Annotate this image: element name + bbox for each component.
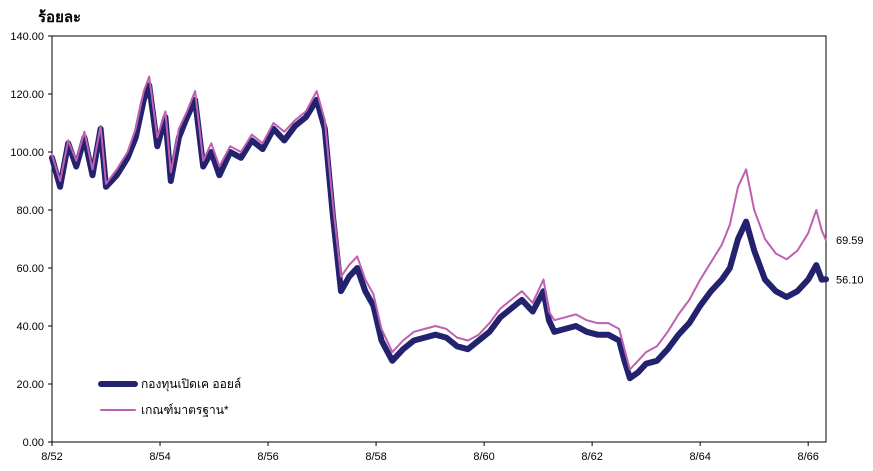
legend: กองทุนเปิดเค ออยล์เกณฑ์มาตรฐาน* — [98, 377, 241, 417]
x-tick-label: 8/54 — [149, 451, 170, 463]
end-labels: 56.10 69.59 — [836, 235, 864, 286]
series-layer — [49, 75, 829, 382]
x-tick-label: 8/60 — [473, 451, 494, 463]
y-tick-label: 100.00 — [10, 147, 44, 159]
series-line-2 — [51, 75, 827, 371]
y-tick-label: 80.00 — [16, 205, 44, 217]
y-tick-label: 60.00 — [16, 263, 44, 275]
legend-label-2: เกณฑ์มาตรฐาน* — [141, 403, 229, 417]
legend-label-1: กองทุนเปิดเค ออยล์ — [141, 377, 241, 392]
x-tick-label: 8/64 — [689, 451, 710, 463]
y-tick-label: 0.00 — [23, 437, 44, 449]
series-line-1 — [49, 82, 829, 382]
x-tick-label: 8/52 — [41, 451, 62, 463]
end-value-label-1: 56.10 — [836, 274, 864, 286]
y-tick-label: 40.00 — [16, 321, 44, 333]
x-tick-label: 8/62 — [581, 451, 602, 463]
y-tick-label: 120.00 — [10, 89, 44, 101]
y-tick-label: 140.00 — [10, 31, 44, 43]
end-value-label-2: 69.59 — [836, 235, 864, 247]
x-tick-label: 8/66 — [797, 451, 818, 463]
x-tick-label: 8/58 — [365, 451, 386, 463]
axes: 0.00 20.00 40.00 60.00 80.00 100.00 120.00 140.… — [10, 31, 827, 463]
x-tick-label: 8/56 — [257, 451, 278, 463]
y-axis-title: ร้อยละ — [38, 9, 81, 26]
y-tick-label: 20.00 — [16, 379, 44, 391]
